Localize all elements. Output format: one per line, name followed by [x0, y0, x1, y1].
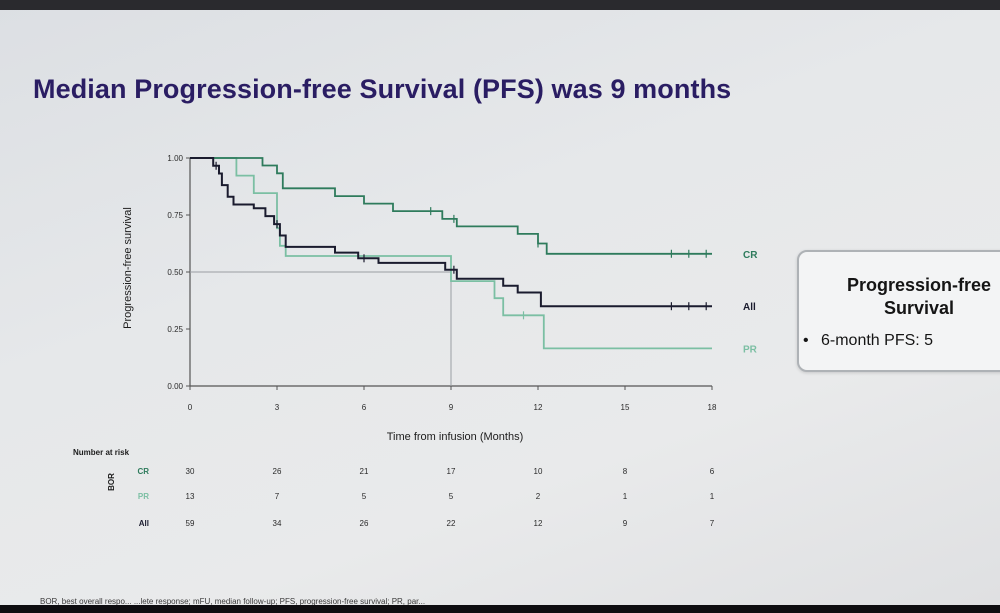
footnote: BOR, best overall respo... ...lete respo… — [40, 597, 426, 605]
risk-cell: 1 — [623, 492, 628, 501]
risk-cell: 7 — [710, 519, 715, 528]
x-tick-label: 3 — [275, 403, 280, 412]
y-tick-label: 0.75 — [167, 211, 183, 220]
series-line-all — [190, 157, 712, 308]
risk-cell: 1 — [710, 492, 715, 501]
risk-cell: 5 — [362, 492, 367, 501]
series-end-label-all: All — [743, 302, 756, 313]
risk-cell: 26 — [360, 519, 369, 528]
risk-cell: 6 — [710, 467, 715, 476]
x-tick-label: 15 — [621, 403, 630, 412]
pfs-bullet-text: 6-month PFS: 5 — [821, 332, 934, 349]
y-tick-label: 1.00 — [167, 154, 183, 163]
risk-cell: 2 — [536, 492, 541, 501]
risk-cell: 13 — [186, 492, 195, 501]
top-frame-bar — [0, 0, 1000, 10]
risk-cell: 12 — [534, 519, 543, 528]
risk-cell: 8 — [623, 467, 628, 476]
audience-silhouettes — [0, 605, 1000, 613]
risk-cell: 9 — [623, 519, 628, 528]
series-line-cr — [190, 157, 712, 255]
risk-cell: 22 — [447, 519, 456, 528]
risk-cell: 17 — [447, 467, 456, 476]
risk-row-label-pr: PR — [138, 492, 149, 501]
risk-cell: 59 — [186, 519, 195, 528]
series-line-pr — [190, 157, 712, 350]
series-end-label-pr: PR — [743, 344, 758, 355]
chart-series — [190, 157, 712, 350]
pfs-summary-box: Progression-free Survival • 6-month PFS: … — [797, 250, 1000, 372]
x-tick-label: 0 — [188, 403, 193, 412]
risk-table-header: Number at risk — [73, 448, 130, 457]
pfs-box-title: Progression-free Survival — [846, 275, 992, 318]
x-axis-title: Time from infusion (Months) — [387, 431, 524, 443]
y-axis-title: Progression-free survival — [122, 207, 134, 329]
y-tick-label: 0.00 — [167, 382, 183, 391]
y-tick-label: 0.25 — [167, 325, 183, 334]
y-tick-label: 0.50 — [167, 268, 183, 277]
x-tick-label: 9 — [449, 403, 454, 412]
bullet-icon: • — [803, 332, 809, 349]
risk-table-group-label: BOR — [107, 473, 116, 491]
risk-row-label-cr: CR — [137, 467, 149, 476]
risk-row-label-all: All — [139, 519, 149, 528]
risk-cell: 26 — [273, 467, 282, 476]
x-tick-label: 18 — [708, 403, 717, 412]
x-tick-label: 6 — [362, 403, 367, 412]
median-reference-line — [190, 271, 452, 386]
chart-axes: 0.00 0.25 0.50 0.75 1.00 0 3 6 9 12 15 18 Time from … — [122, 154, 717, 443]
x-tick-label: 12 — [534, 403, 543, 412]
risk-cell: 10 — [534, 467, 543, 476]
series-end-label-cr: CR — [743, 250, 758, 261]
risk-cell: 21 — [360, 467, 369, 476]
pfs-bullet-item: • 6-month PFS: 5 — [803, 332, 933, 350]
risk-cell: 7 — [275, 492, 280, 501]
risk-cell: 34 — [273, 519, 282, 528]
slide-title: Median Progression-free Survival (PFS) w… — [33, 74, 732, 104]
risk-cell: 5 — [449, 492, 454, 501]
chart-labels: CR All PR — [743, 250, 758, 356]
risk-cell: 30 — [186, 467, 195, 476]
